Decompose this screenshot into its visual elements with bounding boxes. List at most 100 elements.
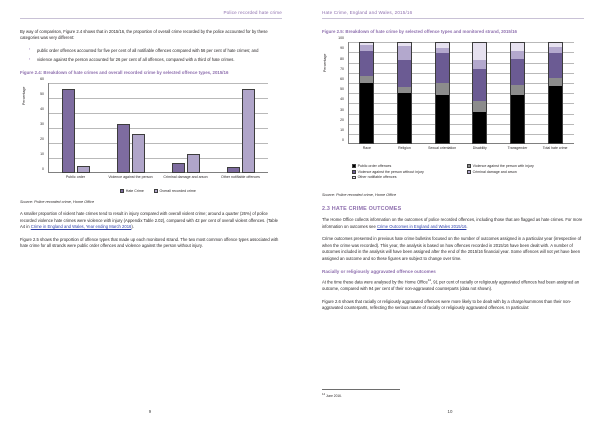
bar-segment (510, 43, 524, 52)
gridline (349, 93, 574, 95)
bar-segment (435, 83, 449, 96)
chart-gridlines (49, 83, 268, 172)
legend-swatch (352, 169, 356, 174)
stacked-bar (359, 42, 375, 145)
paragraph-violent-injury: A smaller proportion of violent hate cri… (20, 211, 282, 231)
footnote-divider (322, 388, 400, 390)
link-crime-england-wales[interactable]: Crime in England and Wales, Year ending … (30, 224, 132, 230)
legend-label: Public order offences (357, 164, 392, 169)
page-header-right: Hate Crime, England and Wales, 2015/16 (322, 10, 413, 15)
link-crime-outcomes[interactable]: Crime Outcomes in England and Wales 2015… (376, 223, 467, 229)
y-tick-label: 90 (340, 46, 344, 51)
x-tick-label: Disability (472, 146, 487, 151)
x-tick-label: Transgender (507, 146, 528, 151)
section-heading-hate-crime-outcomes: 2.3 HATE CRIME OUTCOMES (322, 206, 402, 213)
gridline (49, 128, 268, 130)
bar-segment (360, 76, 374, 84)
bar-group (116, 83, 145, 174)
paragraph-outcomes-method: Crime outcomes presented in previous hat… (322, 236, 582, 261)
gridline (349, 82, 574, 84)
legend-label: Overall recorded crime (159, 189, 196, 194)
x-tick-label: Other notifiable offences (221, 175, 260, 180)
y-tick-label: 10 (340, 127, 344, 132)
x-tick-label: Criminal damage and arson (163, 175, 208, 180)
legend-label: Criminal damage and arson (472, 169, 517, 174)
y-tick-label: 80 (340, 56, 344, 61)
x-tick-label: Public order (65, 175, 86, 180)
legend-swatch (352, 175, 356, 180)
paragraph-text-pre: A smaller proportion of violent hate cri… (20, 211, 278, 230)
bar-segment (510, 59, 524, 86)
paragraph-charge-summons: Figure 2.6 shows that racially or religi… (322, 298, 572, 311)
header-rule-left (20, 17, 282, 19)
chart-stacked-bars (348, 42, 574, 145)
bar-segment (510, 95, 524, 144)
chart-legend: Hate Crime Overall recorded crime (48, 189, 268, 193)
stacked-bar (472, 42, 488, 145)
x-tick-label: Race (362, 146, 371, 151)
legend-swatch (467, 164, 471, 168)
bar-segment (435, 48, 449, 54)
y-tick-label: 50 (340, 87, 344, 92)
y-tick-label: 30 (340, 107, 344, 112)
y-tick-label: 10 (40, 152, 44, 157)
list-item: violence against the person accounted fo… (29, 57, 282, 64)
legend-item: Other notifiable offences (352, 175, 461, 179)
footnote-marker: 14 (427, 278, 431, 283)
chart-bar-groups (48, 83, 268, 174)
bar-segment (397, 43, 411, 47)
bar (76, 165, 90, 174)
gridline (49, 143, 268, 145)
bar (241, 89, 255, 174)
legend-swatch (352, 164, 356, 168)
chart-gridlines (349, 42, 574, 143)
bar (61, 89, 75, 174)
page-left: Police recorded hate crime By way of com… (0, 0, 300, 424)
paragraph-text-post: . (466, 223, 468, 229)
bar-segment (510, 85, 524, 96)
bar-segment (473, 69, 487, 102)
bar-segment (473, 101, 487, 113)
legend-label: Violence against the person with injury (472, 164, 534, 169)
y-tick-label: 0 (42, 167, 44, 172)
page-number-right: 10 (447, 409, 453, 414)
chart-legend: Public order offences Violence against th… (352, 164, 576, 179)
bar (226, 167, 240, 174)
bar-segment (360, 83, 374, 144)
stacked-bar (396, 42, 412, 145)
bar-segment (473, 112, 487, 144)
page-right: Hate Crime, England and Wales, 2015/16 F… (300, 0, 600, 424)
paragraph-text-post: , 91 per cent of racially or religiously… (322, 279, 580, 292)
figure-2-5-chart: Percentage 0 10 20 30 40 50 60 70 80 90 100 Race Re… (322, 36, 580, 190)
gridline (49, 113, 268, 115)
bar (171, 162, 185, 174)
bar-segment (435, 53, 449, 84)
stacked-bar (547, 42, 563, 145)
bar-segment (548, 47, 562, 54)
gridline (49, 98, 268, 100)
bar (131, 134, 145, 174)
bar-segment (548, 43, 562, 48)
x-tick-label: Religion (398, 146, 411, 151)
figure-2-4-source: Source: Police recorded crime, Home Offi… (20, 200, 95, 205)
footnote-body: June 2016. (325, 394, 342, 398)
legend-label: Other notifiable offences (357, 175, 397, 180)
bar-segment (435, 95, 449, 144)
paragraph-aggravated-stats: At the time these data were analysed by … (322, 278, 584, 292)
legend-swatch (120, 189, 124, 193)
figure-2-4-chart: Percentage 0 10 20 30 40 50 60 Public order Vio… (22, 77, 274, 197)
y-tick-label: 60 (340, 76, 344, 81)
bar-segment (360, 43, 374, 46)
bar-segment (435, 43, 449, 49)
legend-swatch (467, 169, 471, 174)
bar-group (61, 83, 90, 174)
y-tick-label: 40 (40, 107, 44, 112)
gridline (349, 72, 574, 74)
header-rule-right (322, 17, 584, 19)
bar-segment (360, 45, 374, 52)
paragraph-text-post: ). (131, 224, 134, 230)
chart-y-axis-ticks: 0 10 20 30 40 50 60 (22, 77, 46, 172)
gridline (349, 113, 574, 115)
gridline (49, 158, 268, 160)
